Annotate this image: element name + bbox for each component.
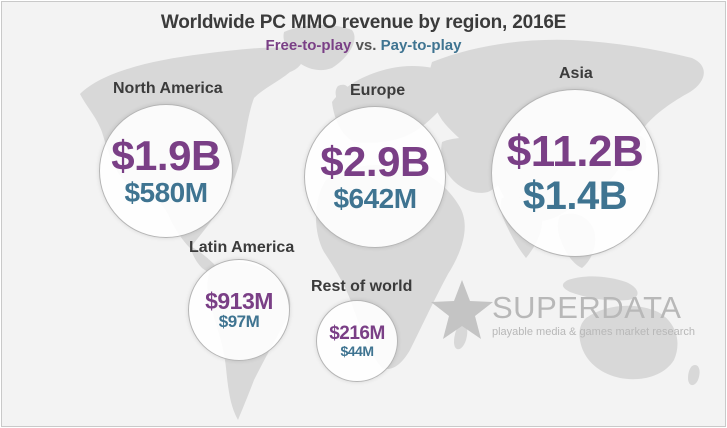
ptp-value-asia: $1.4B <box>522 174 628 219</box>
ptp-value-rest-of-world: $44M <box>340 342 374 359</box>
region-label-asia: Asia <box>559 65 593 82</box>
ftp-value-rest-of-world: $216M <box>329 322 385 344</box>
star-icon <box>431 280 493 339</box>
brand-tagline: playable media & games market research <box>492 326 695 338</box>
ftp-value-north-america: $1.9B <box>111 132 221 180</box>
map-new-zealand <box>688 364 700 386</box>
region-bubble-latin-america: $913M $97M <box>188 259 290 361</box>
region-bubble-north-america: $1.9B $580M <box>99 104 233 238</box>
ptp-value-europe: $642M <box>333 183 417 215</box>
chart-subtitle: Free-to-play vs. Pay-to-play <box>2 37 725 54</box>
ftp-value-latin-america: $913M <box>205 288 273 314</box>
map-indonesia <box>562 276 638 301</box>
ftp-value-asia: $11.2B <box>506 126 644 176</box>
map-greenland <box>283 24 355 71</box>
legend-vs: vs. <box>355 37 377 54</box>
map-madagascar <box>454 323 468 350</box>
map-uk <box>335 84 350 104</box>
ptp-value-north-america: $580M <box>124 177 208 209</box>
region-bubble-europe: $2.9B $642M <box>304 106 446 248</box>
region-label-europe: Europe <box>350 82 406 99</box>
region-label-latin-america: Latin America <box>189 239 295 256</box>
legend-pay-to-play: Pay-to-play <box>380 37 462 54</box>
region-bubble-rest-of-world: $216M $44M <box>316 300 398 382</box>
legend-free-to-play: Free-to-play <box>265 37 352 54</box>
ftp-value-europe: $2.9B <box>320 138 430 186</box>
chart-title: Worldwide PC MMO revenue by region, 2016… <box>160 12 567 33</box>
region-bubble-asia: $11.2B $1.4B <box>491 89 659 257</box>
region-label-rest-of-world: Rest of world <box>311 278 413 295</box>
brand-name: SUPERDATA <box>492 290 682 325</box>
map-australia <box>579 305 678 380</box>
ptp-value-latin-america: $97M <box>218 312 260 332</box>
region-label-north-america: North America <box>113 80 223 97</box>
